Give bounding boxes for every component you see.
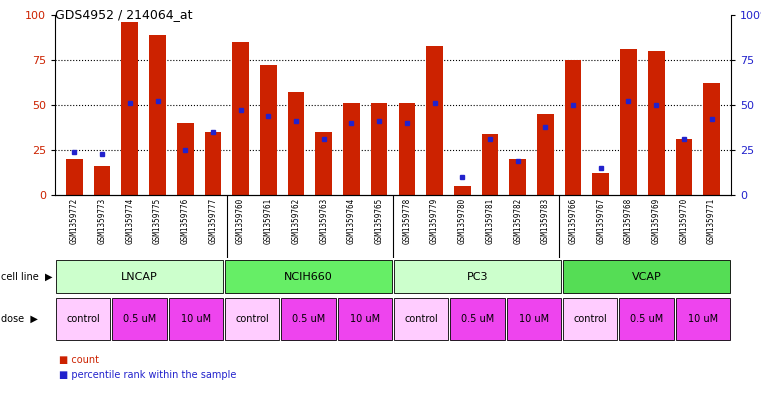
Text: GSM1359768: GSM1359768 [624,198,633,244]
Bar [168,298,223,340]
Text: GSM1359781: GSM1359781 [486,198,495,244]
Text: ■ percentile rank within the sample: ■ percentile rank within the sample [59,370,236,380]
Text: control: control [66,314,100,324]
Bar [394,260,561,293]
Bar [122,22,138,195]
Text: GSM1359782: GSM1359782 [513,198,522,244]
Text: 10 uM: 10 uM [688,314,718,324]
Bar [149,35,166,195]
Text: GSM1359775: GSM1359775 [153,198,162,244]
Bar [56,298,110,340]
Bar [593,173,609,195]
Bar [371,103,387,195]
Text: GSM1359780: GSM1359780 [458,198,466,244]
Bar [619,298,673,340]
Bar [315,132,332,195]
Text: GSM1359783: GSM1359783 [541,198,550,244]
Text: 10 uM: 10 uM [181,314,211,324]
Text: cell line  ▶: cell line ▶ [1,272,53,281]
Bar [338,298,392,340]
Bar [537,114,554,195]
Text: 0.5 uM: 0.5 uM [461,314,494,324]
Text: control: control [404,314,438,324]
Text: VCAP: VCAP [632,272,661,281]
Text: 0.5 uM: 0.5 uM [630,314,663,324]
Text: NCIH660: NCIH660 [284,272,333,281]
Bar [676,139,693,195]
Bar [676,298,730,340]
Text: LNCAP: LNCAP [121,272,158,281]
Bar [426,46,443,195]
Text: PC3: PC3 [466,272,489,281]
Text: 10 uM: 10 uM [519,314,549,324]
Bar [454,186,470,195]
Text: ■ count: ■ count [59,355,99,365]
Bar [620,49,637,195]
Text: 0.5 uM: 0.5 uM [123,314,156,324]
Text: control: control [573,314,607,324]
Bar [177,123,193,195]
Text: GSM1359762: GSM1359762 [291,198,301,244]
Bar [565,60,581,195]
Bar [509,159,526,195]
Text: GSM1359770: GSM1359770 [680,198,689,244]
Text: 10 uM: 10 uM [350,314,380,324]
Bar [224,298,279,340]
Bar [56,260,223,293]
Text: GSM1359778: GSM1359778 [403,198,412,244]
Bar [205,132,221,195]
Bar [288,92,304,195]
Bar [648,51,664,195]
Bar [394,298,448,340]
Bar [343,103,360,195]
Bar [563,298,617,340]
Text: GSM1359777: GSM1359777 [209,198,218,244]
Text: GSM1359760: GSM1359760 [236,198,245,244]
Bar [232,42,249,195]
Text: GSM1359774: GSM1359774 [126,198,134,244]
Text: GSM1359771: GSM1359771 [707,198,716,244]
Text: GSM1359764: GSM1359764 [347,198,356,244]
Text: GDS4952 / 214064_at: GDS4952 / 214064_at [55,8,193,21]
Bar [482,134,498,195]
Text: GSM1359772: GSM1359772 [70,198,79,244]
Bar [507,298,561,340]
Text: GSM1359766: GSM1359766 [568,198,578,244]
Bar [281,298,336,340]
Bar [66,159,83,195]
Bar [563,260,730,293]
Text: GSM1359763: GSM1359763 [319,198,328,244]
Bar [224,260,392,293]
Bar [260,65,277,195]
Text: GSM1359779: GSM1359779 [430,198,439,244]
Text: GSM1359767: GSM1359767 [597,198,605,244]
Text: GSM1359761: GSM1359761 [264,198,273,244]
Bar [112,298,167,340]
Text: GSM1359776: GSM1359776 [180,198,189,244]
Bar [94,166,110,195]
Bar [451,298,505,340]
Text: GSM1359769: GSM1359769 [651,198,661,244]
Bar [399,103,416,195]
Text: dose  ▶: dose ▶ [1,314,37,324]
Text: GSM1359773: GSM1359773 [97,198,107,244]
Bar [703,83,720,195]
Text: 0.5 uM: 0.5 uM [292,314,325,324]
Text: control: control [235,314,269,324]
Text: GSM1359765: GSM1359765 [374,198,384,244]
